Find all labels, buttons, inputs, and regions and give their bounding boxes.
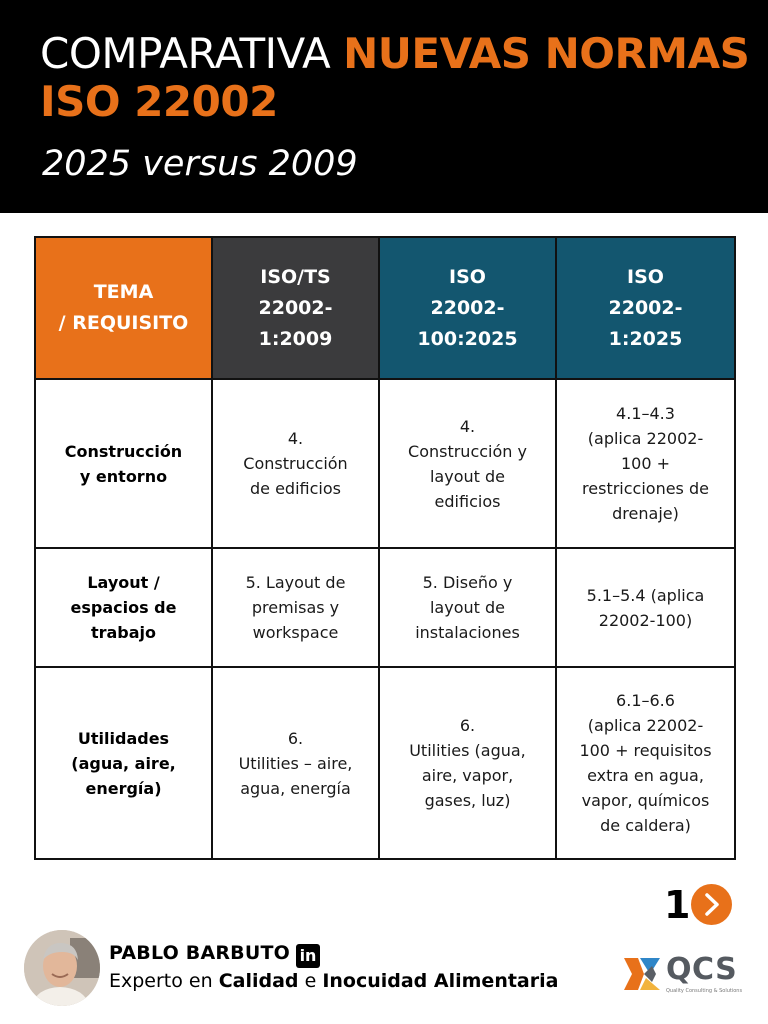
cell-line: Utilities – aire,	[238, 753, 353, 773]
cell-line: 100:2025	[417, 327, 518, 350]
avatar	[24, 930, 100, 1006]
cell-line: 6.	[459, 716, 476, 735]
cell-line: 100 +	[620, 454, 671, 473]
chevron-right-icon	[705, 893, 719, 916]
page-number: 1	[664, 883, 691, 927]
table-row: Construcción y entorno 4. Construcción de e…	[34, 378, 736, 549]
table-header-row: TEMA / REQUISITO ISO/TS 22002- 1:2009 ISO 22…	[34, 236, 736, 380]
next-page-button[interactable]	[691, 884, 732, 925]
author-name: PABLO BARBUTO	[109, 942, 291, 964]
cell-line: ISO/TS	[260, 265, 331, 288]
cell-iso-2009: 4. Construcción de edificios	[211, 378, 380, 549]
cell-line: 5.1–5.4 (aplica	[586, 585, 705, 605]
cell-line: (agua, aire,	[71, 753, 176, 773]
page-subtitle: 2025 versus 2009	[42, 144, 358, 184]
cell-iso-2009: 5. Layout de premisas y workspace	[211, 547, 380, 668]
cell-iso-2009: 6. Utilities – aire, agua, energía	[211, 666, 380, 860]
cell-line: 22002-	[430, 296, 505, 319]
cell-line: agua, energía	[240, 778, 351, 798]
cell-line: 22002-	[608, 296, 683, 319]
role-bold-calidad: Calidad	[218, 970, 299, 992]
cell-line: workspace	[252, 623, 339, 642]
cell-iso-1-2025: 6.1–6.6 (aplica 22002- 100 + requisitos ext…	[555, 666, 736, 860]
cell-line: vapor, químicos	[581, 791, 710, 810]
qcs-logo-text: QCS	[666, 952, 738, 987]
row-topic-cell: Construcción y entorno	[34, 378, 213, 549]
cell-line: drenaje)	[612, 504, 679, 523]
cell-line: 5. Layout de	[245, 573, 346, 592]
cell-line: extra en agua,	[587, 766, 704, 785]
title-part2: NUEVAS NORMAS ISO 22002	[40, 29, 750, 126]
cell-line: 6.	[287, 728, 304, 748]
cell-line: 5. Diseño y	[422, 573, 513, 592]
cell-line: de edificios	[250, 479, 341, 498]
cell-line: (aplica 22002-	[587, 429, 704, 448]
cell-line: 22002-	[258, 296, 333, 319]
cell-line: 1:2009	[258, 327, 333, 350]
cell-line: 4.	[287, 429, 304, 448]
role-bold-inocuidad: Inocuidad Alimentaria	[322, 970, 559, 992]
cell-line: de caldera)	[600, 816, 691, 835]
cell-line: TEMA	[93, 281, 154, 303]
header-iso-1-2025: ISO 22002- 1:2025	[555, 236, 736, 380]
cell-line: (aplica 22002-	[587, 716, 704, 735]
cell-line: / REQUISITO	[58, 312, 189, 334]
header-iso-2009: ISO/TS 22002- 1:2009	[211, 236, 380, 380]
cell-line: layout de	[429, 466, 505, 486]
cell-line: trabajo	[90, 623, 157, 642]
cell-iso-100-2025: 6. Utilities (agua, aire, vapor, gases, luz…	[378, 666, 557, 860]
header-tema: TEMA / REQUISITO	[34, 236, 213, 380]
cell-line: Construcción y	[408, 441, 527, 461]
table-row: Layout / espacios de trabajo 5. Layout de p…	[34, 547, 736, 668]
title-part1: COMPARATIVA	[40, 29, 344, 78]
cell-line: 4.1–4.3	[616, 404, 675, 423]
cell-line: Utilidades	[77, 728, 170, 748]
cell-iso-1-2025: 4.1–4.3 (aplica 22002- 100 + restricciones …	[555, 378, 736, 549]
cell-line: instalaciones	[415, 623, 520, 642]
role-prefix: Experto en	[109, 970, 219, 992]
qcs-logo: QCS Quality Consulting & Solutions	[622, 950, 744, 998]
cell-line: edificios	[434, 491, 501, 511]
cell-line: premisas y	[251, 598, 340, 617]
qcs-logo-mark-icon	[624, 958, 660, 990]
cell-line: 22002-100)	[598, 610, 693, 630]
linkedin-icon[interactable]: in	[296, 944, 320, 968]
header-iso-100-2025: ISO 22002- 100:2025	[378, 236, 557, 380]
cell-line: Utilities (agua,	[409, 741, 526, 760]
cell-line: 100 + requisitos	[579, 741, 712, 760]
cell-line: ISO	[627, 265, 664, 288]
author-photo-icon	[24, 930, 100, 1006]
cell-line: layout de	[429, 598, 505, 617]
cell-line: gases, luz)	[424, 791, 511, 810]
cell-line: 1:2025	[608, 327, 683, 350]
cell-line: energía)	[85, 778, 162, 798]
cell-line: aire, vapor,	[421, 766, 514, 785]
row-topic-cell: Utilidades (agua, aire, energía)	[34, 666, 213, 860]
cell-line: espacios de	[70, 598, 177, 617]
author-role: Experto en Calidad e Inocuidad Alimentar…	[109, 970, 558, 992]
cell-line: restricciones de	[582, 479, 709, 498]
cell-line: 6.1–6.6	[616, 691, 675, 710]
table-row: Utilidades (agua, aire, energía) 6. Utiliti…	[34, 666, 736, 860]
cell-line: y entorno	[79, 466, 168, 486]
role-mid: e	[298, 970, 323, 992]
cell-iso-100-2025: 5. Diseño y layout de instalaciones	[378, 547, 557, 668]
row-topic-cell: Layout / espacios de trabajo	[34, 547, 213, 668]
qcs-logo-tagline: Quality Consulting & Solutions	[666, 988, 743, 994]
cell-line: Construcción	[64, 441, 183, 461]
cell-line: 4.	[459, 416, 476, 436]
cell-line: Construcción	[243, 454, 348, 473]
cell-line: ISO	[449, 265, 486, 288]
header-banner: COMPARATIVA NUEVAS NORMAS ISO 22002 2025…	[0, 0, 768, 213]
cell-iso-100-2025: 4. Construcción y layout de edificios	[378, 378, 557, 549]
cell-line: Layout /	[87, 573, 160, 592]
comparison-table: TEMA / REQUISITO ISO/TS 22002- 1:2009 ISO 22…	[34, 236, 736, 860]
cell-iso-1-2025: 5.1–5.4 (aplica 22002-100)	[555, 547, 736, 668]
page-title: COMPARATIVA NUEVAS NORMAS ISO 22002	[40, 30, 768, 126]
